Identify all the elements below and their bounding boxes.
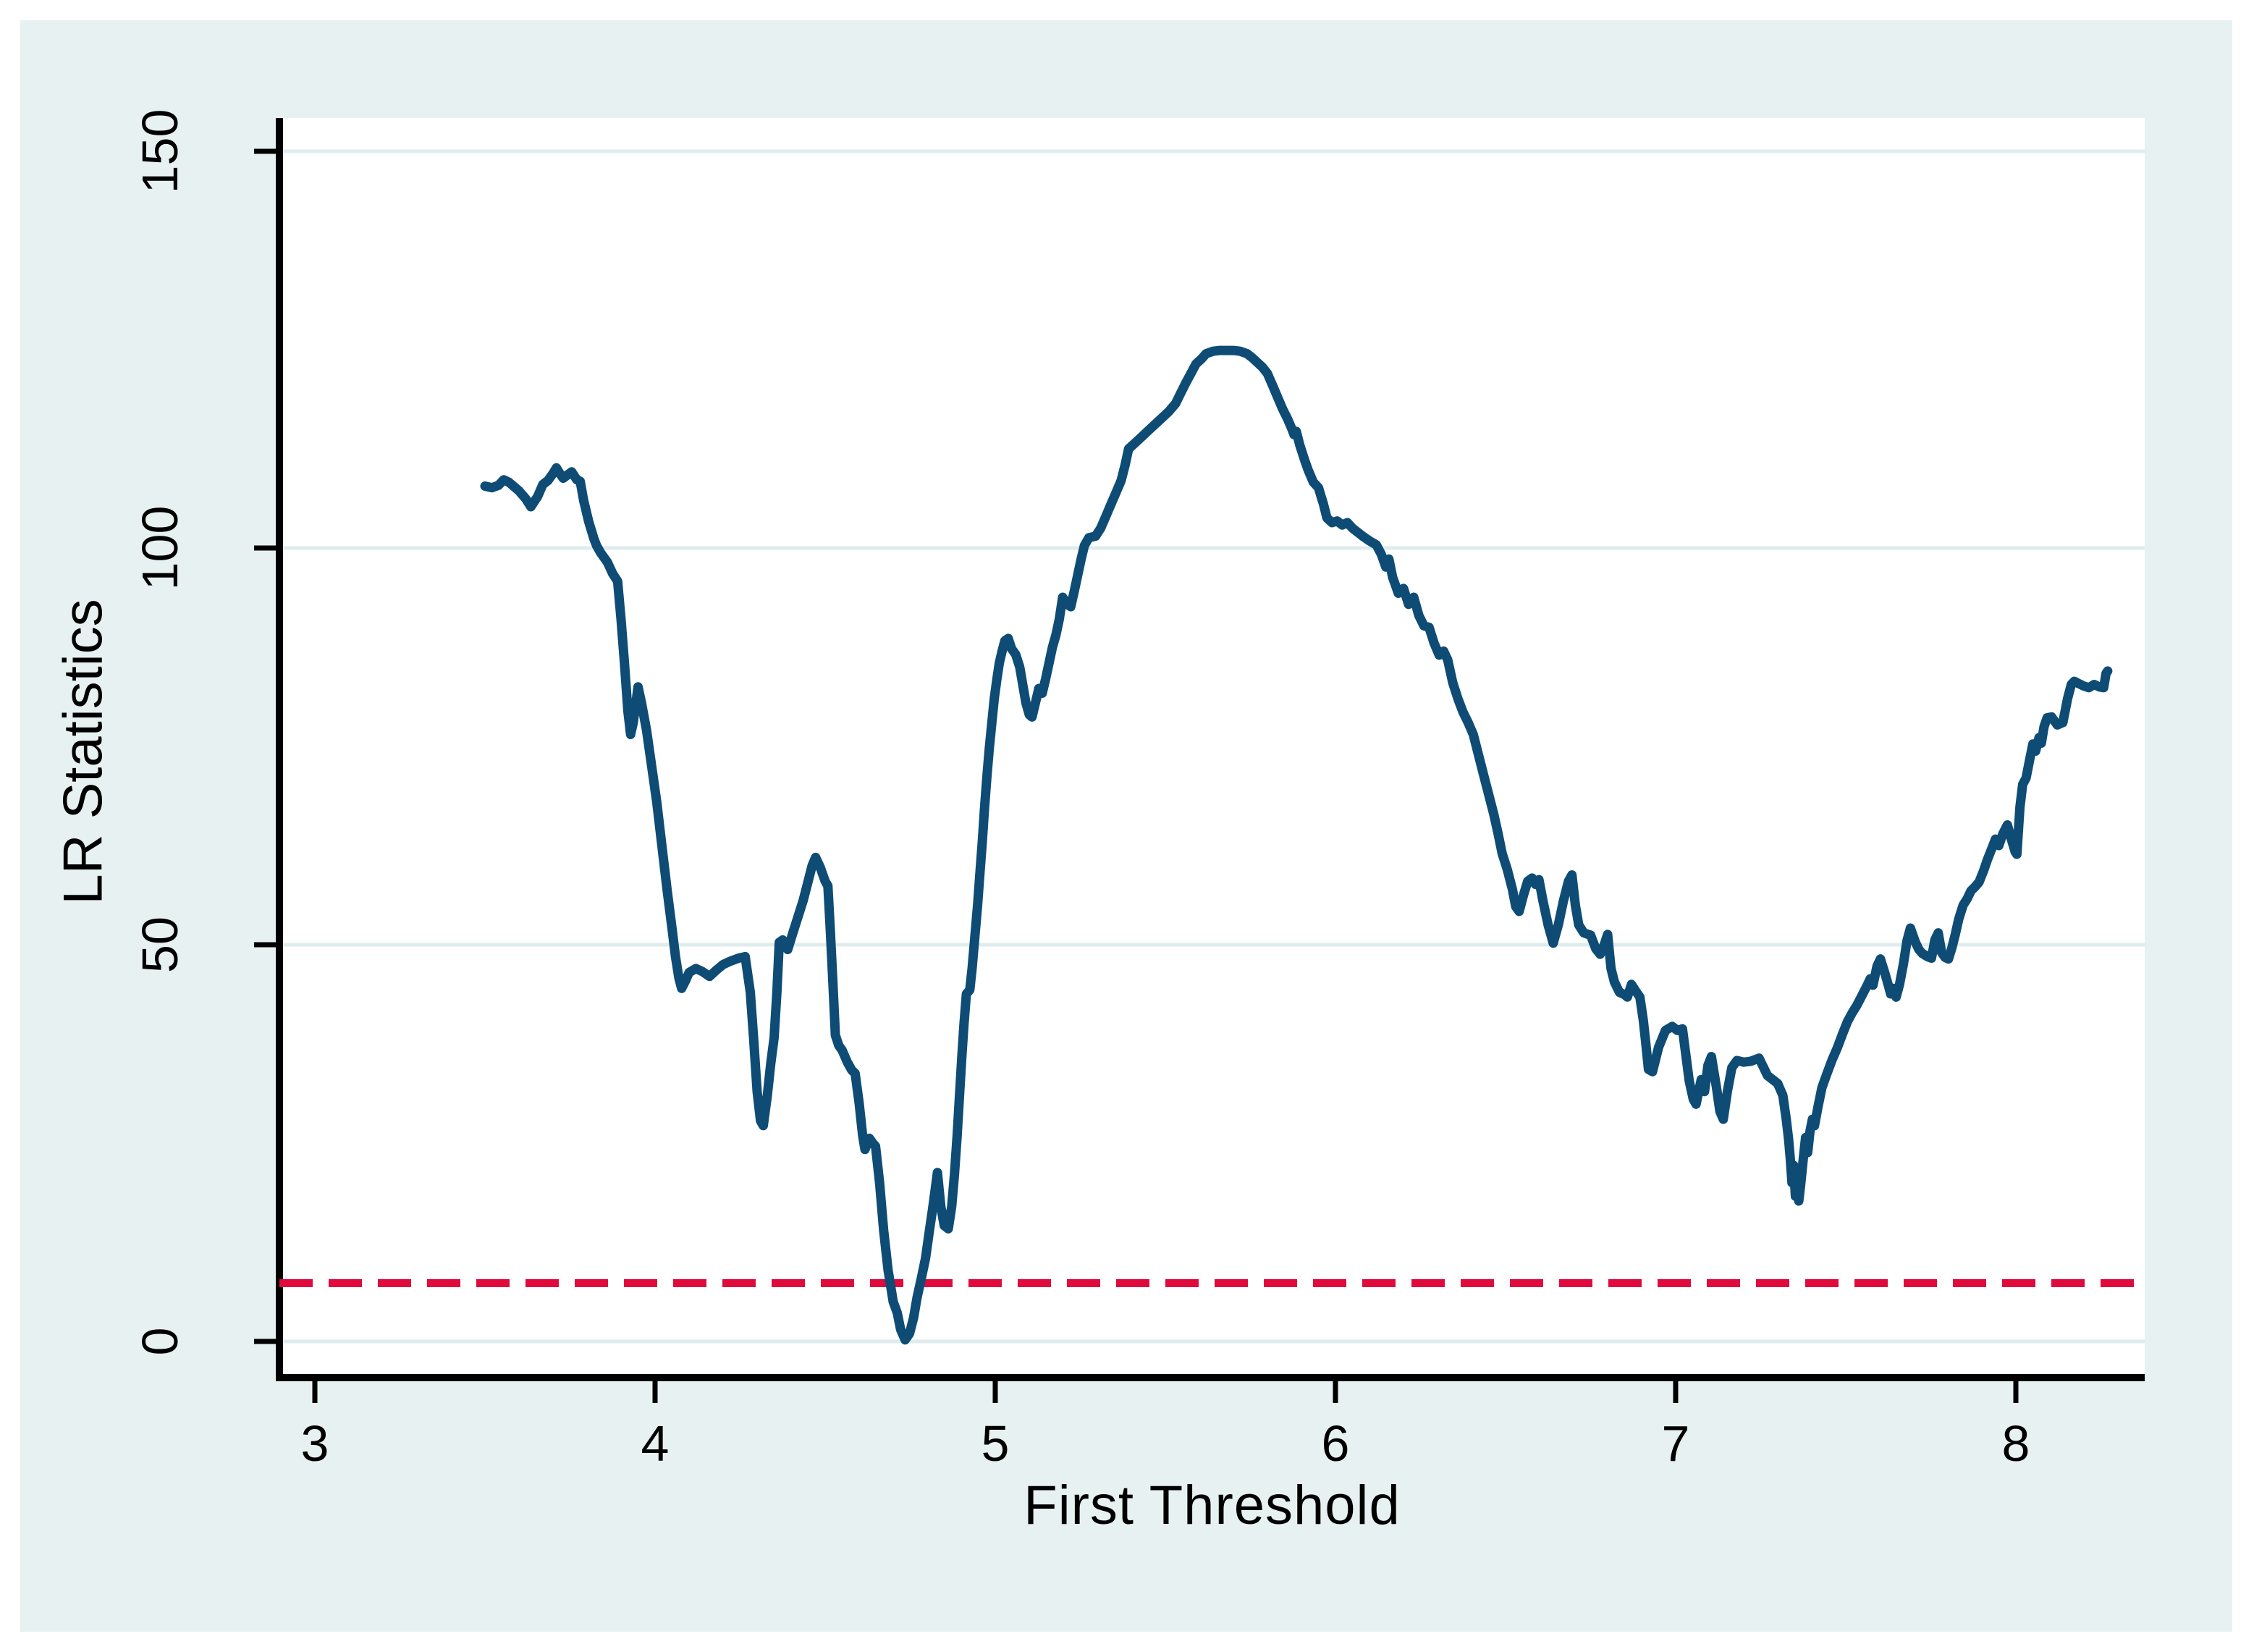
- y-axis-title: LR Statistics: [52, 599, 114, 905]
- x-tick-label-4: 4: [641, 1415, 670, 1472]
- y-tick-label-0: 0: [132, 1328, 188, 1356]
- y-tick-label-100: 100: [132, 506, 188, 591]
- x-tick-label-8: 8: [2002, 1415, 2030, 1472]
- lr-statistics-series: [480, 345, 2113, 1345]
- x-tick-label-5: 5: [982, 1415, 1010, 1472]
- x-tick-label-6: 6: [1322, 1415, 1350, 1472]
- x-axis-title: First Threshold: [1023, 1475, 1401, 1536]
- y-tick-label-150: 150: [132, 109, 188, 194]
- plot-area: [279, 118, 2145, 1378]
- x-tick-label-7: 7: [1662, 1415, 1690, 1472]
- x-tick-label-3: 3: [301, 1415, 329, 1472]
- y-tick-label-50: 50: [132, 916, 188, 973]
